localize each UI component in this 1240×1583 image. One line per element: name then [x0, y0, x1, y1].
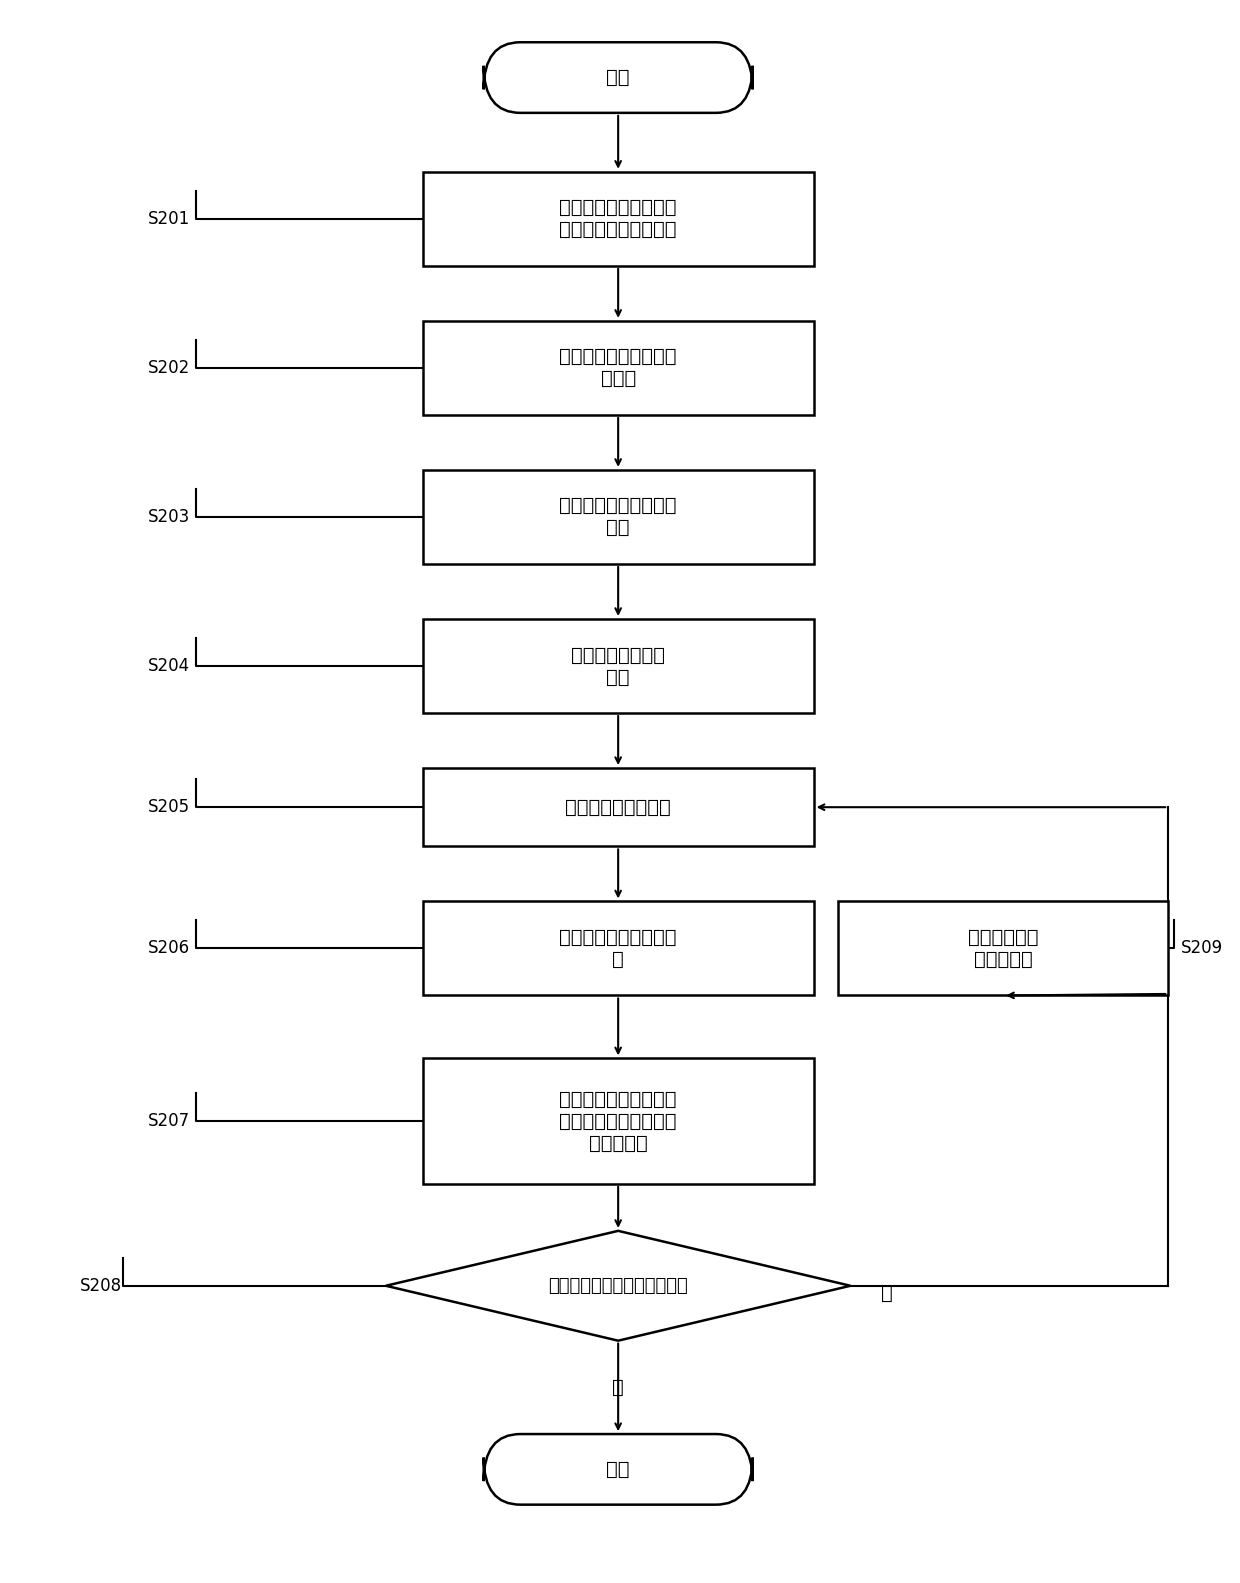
Text: 开始: 开始 [606, 68, 630, 87]
Text: S205: S205 [148, 798, 190, 817]
Text: 结束: 结束 [606, 1460, 630, 1479]
Text: S207: S207 [148, 1111, 190, 1130]
Text: S209: S209 [1180, 939, 1223, 958]
Text: 获得马达的实际振动曲
线: 获得马达的实际振动曲 线 [559, 928, 677, 969]
Bar [423, 171, 813, 266]
Text: S203: S203 [148, 508, 190, 526]
Text: S202: S202 [148, 359, 190, 377]
Text: 获取输入信号的数字信
号序列: 获取输入信号的数字信 号序列 [559, 347, 677, 388]
Text: 获取根据期望的马达振
动曲线得到的输入信号: 获取根据期望的马达振 动曲线得到的输入信号 [559, 198, 677, 239]
Text: S208: S208 [81, 1277, 123, 1295]
Text: 获取均衡器的输出
信号: 获取均衡器的输出 信号 [572, 646, 665, 687]
Polygon shape [386, 1232, 851, 1341]
Text: 是: 是 [613, 1377, 624, 1396]
Bar [423, 1059, 813, 1184]
Bar [423, 321, 813, 415]
Bar [423, 470, 813, 564]
Text: 调整输出信号
的幅度系数: 调整输出信号 的幅度系数 [968, 928, 1038, 969]
Text: 将输出信号输入马达: 将输出信号输入马达 [565, 798, 671, 817]
Text: 获取马达的实际振动曲
线与期望的马达振动曲
线的相似度: 获取马达的实际振动曲 线与期望的马达振动曲 线的相似度 [559, 1089, 677, 1152]
FancyBboxPatch shape [484, 43, 753, 112]
Text: S201: S201 [148, 211, 190, 228]
Text: 否: 否 [880, 1284, 893, 1303]
Bar [838, 901, 1168, 996]
Bar [423, 619, 813, 712]
Text: 相似度小于预设相似度门限？: 相似度小于预设相似度门限？ [548, 1277, 688, 1295]
FancyBboxPatch shape [484, 1434, 753, 1505]
Text: S206: S206 [148, 939, 190, 958]
Bar [423, 901, 813, 996]
Text: 将数字信号序列输入均
衡器: 将数字信号序列输入均 衡器 [559, 497, 677, 537]
Bar [423, 768, 813, 847]
Text: S204: S204 [148, 657, 190, 674]
